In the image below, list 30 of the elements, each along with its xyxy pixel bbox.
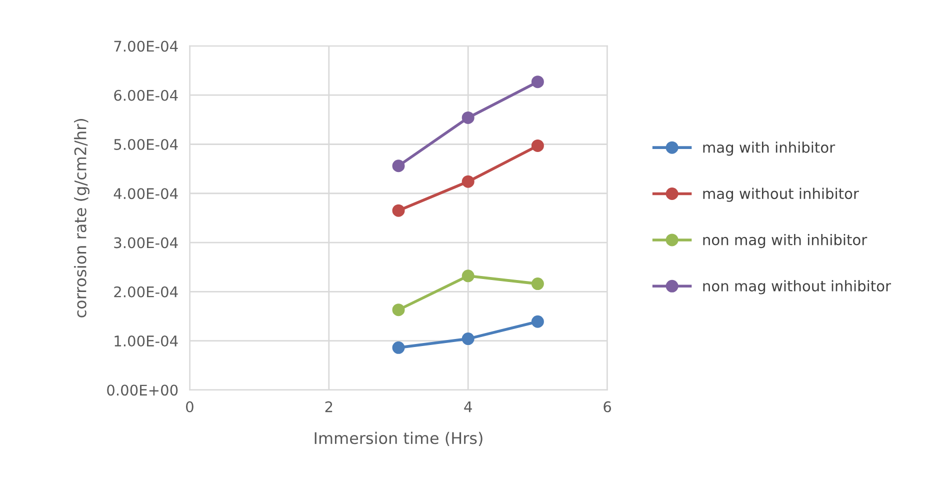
- point: [392, 341, 405, 354]
- y-tick-label: 2.00E-04: [114, 286, 178, 298]
- x-tick-label: 0: [186, 401, 194, 412]
- y-tick-label: 1.00E-04: [114, 335, 178, 347]
- point: [462, 175, 474, 188]
- point: [462, 270, 474, 282]
- point: [392, 160, 405, 172]
- y-axis-title: corrosion rate (g/cm2/hr): [74, 119, 90, 318]
- point: [531, 76, 544, 88]
- legend-label: mag without inhibitor: [703, 188, 859, 202]
- y-tick-label: 4.00E-04: [114, 188, 178, 200]
- legend-label: non mag with inhibitor: [703, 234, 868, 248]
- x-axis-title: Immersion time (Hrs): [314, 432, 482, 446]
- legend-label: non mag without inhibitor: [703, 280, 892, 294]
- point: [462, 111, 474, 124]
- point: [531, 139, 544, 152]
- y-tick-label: 5.00E-04: [114, 138, 178, 150]
- point: [531, 315, 544, 328]
- point: [392, 204, 405, 217]
- x-tick-label: 4: [464, 401, 472, 412]
- point: [462, 332, 474, 346]
- legend-label: mag with inhibitor: [703, 142, 836, 156]
- x-tick-label: 6: [604, 401, 612, 412]
- x-tick-label: 2: [325, 401, 332, 412]
- y-tick-label: 3.00E-04: [114, 237, 178, 248]
- y-tick-label: 6.00E-04: [114, 90, 178, 101]
- point: [392, 304, 405, 316]
- y-tick-label: 7.00E-04: [114, 40, 178, 52]
- y-tick-label: 0.00E+00: [107, 384, 178, 396]
- point: [531, 278, 544, 290]
